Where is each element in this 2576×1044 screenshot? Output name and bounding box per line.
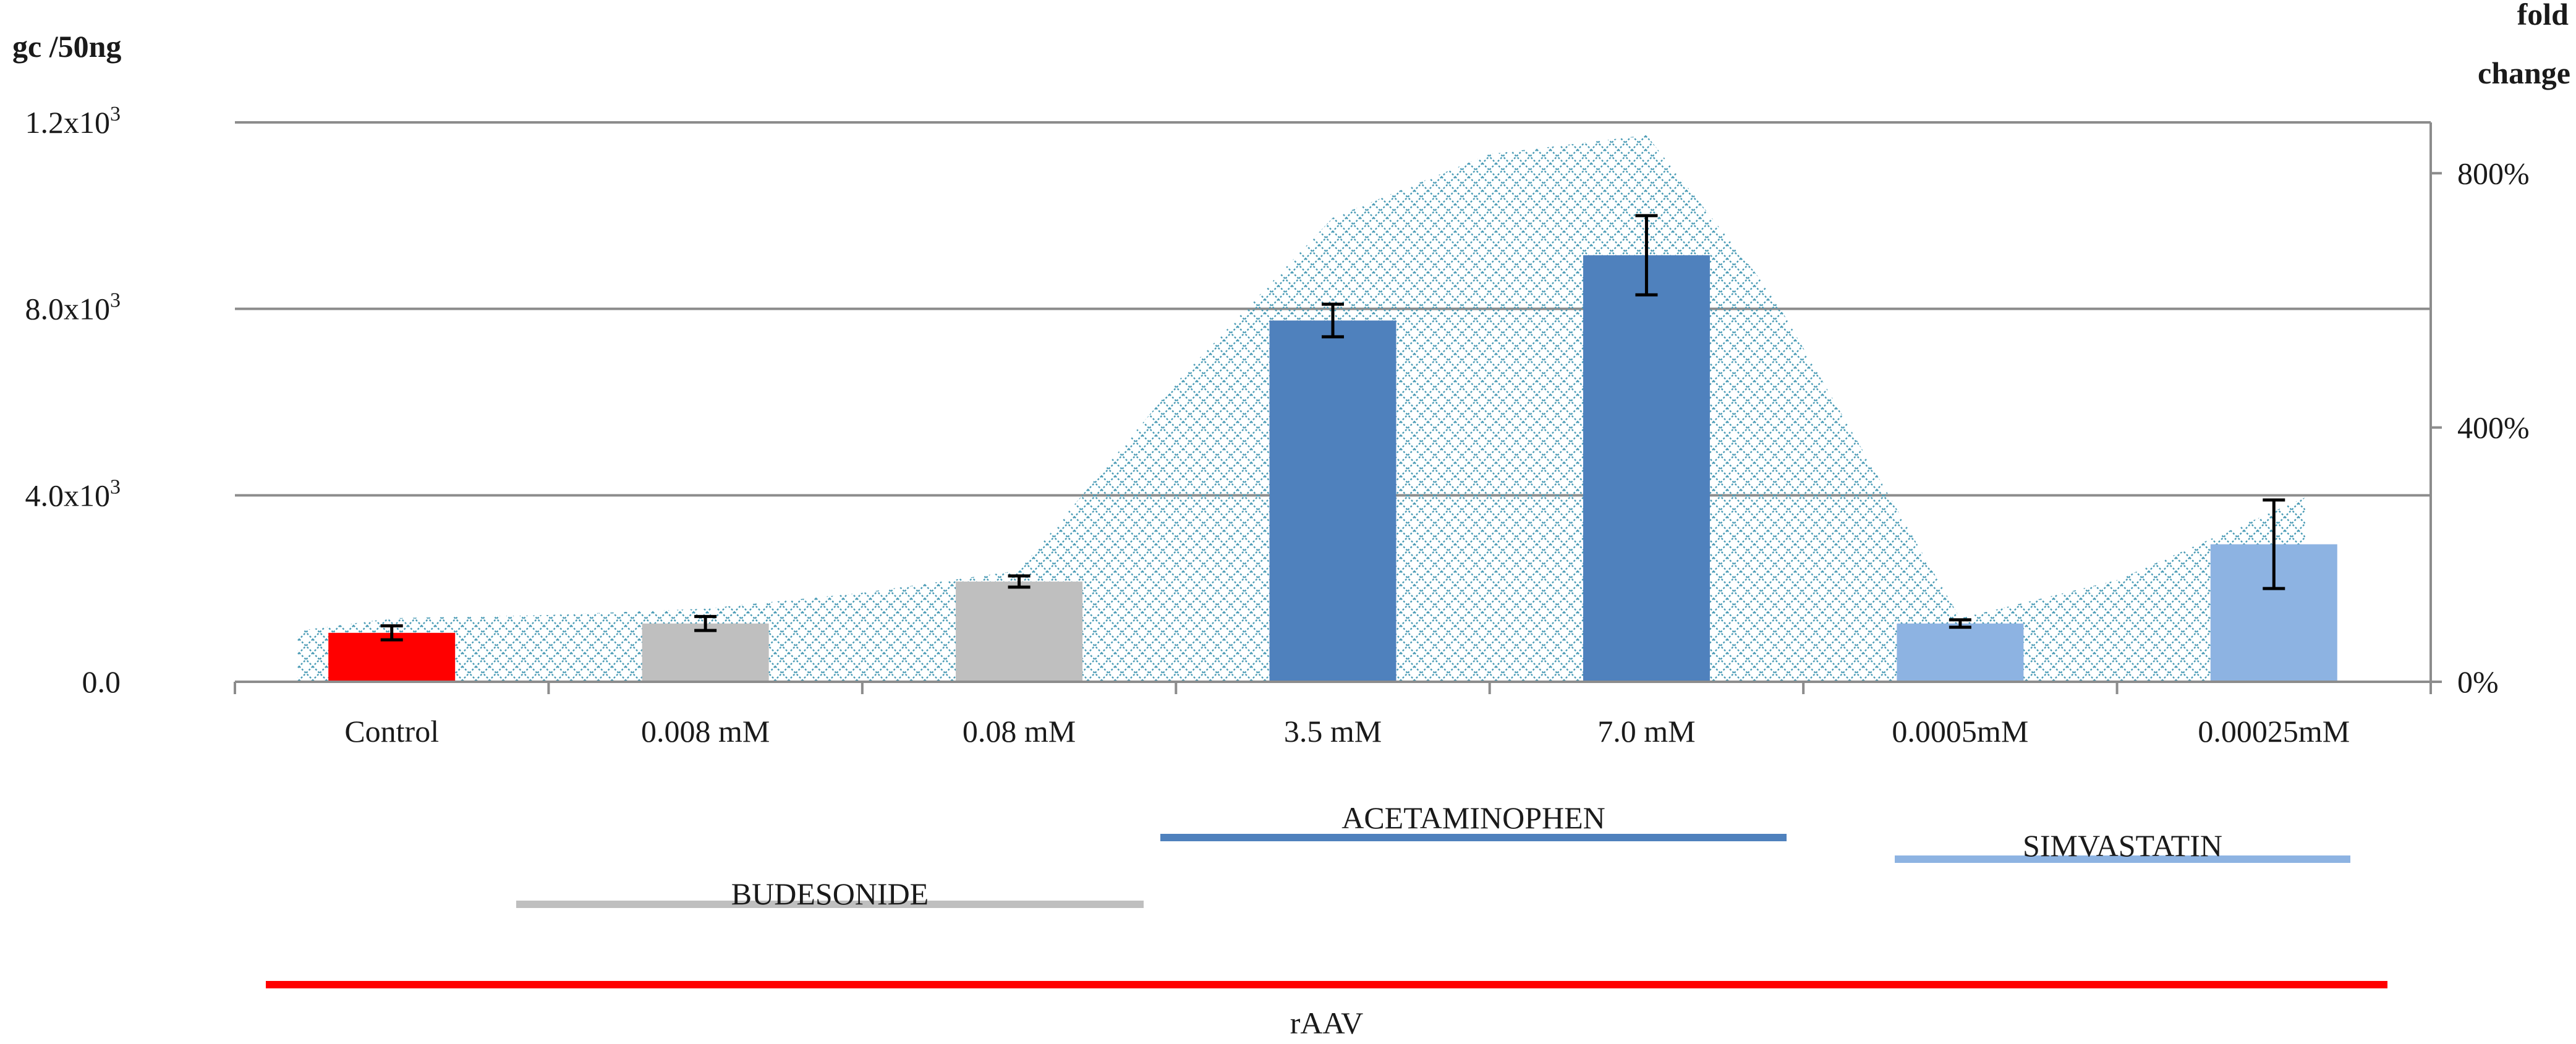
group-brackets: BUDESONIDE ACETAMINOPHEN SIMVASTATIN rAAV bbox=[266, 800, 2387, 1040]
category-label: 0.008 mM bbox=[641, 714, 770, 749]
left-tick-label: 1.2x103 bbox=[25, 103, 121, 140]
axes bbox=[234, 122, 2442, 694]
group-label: rAAV bbox=[1290, 1006, 1364, 1040]
left-axis-ticks: 0.0 4.0x103 8.0x103 1.2x103 bbox=[25, 103, 121, 699]
category-label: 0.0005mM bbox=[1892, 714, 2028, 749]
group-label: SIMVASTATIN bbox=[2023, 828, 2222, 863]
right-axis-title-line1: fold bbox=[2517, 0, 2569, 32]
bar bbox=[1897, 623, 2024, 682]
category-label: 0.08 mM bbox=[963, 714, 1076, 749]
error-bar bbox=[1008, 574, 1031, 589]
group-bracket: SIMVASTATIN bbox=[1895, 828, 2350, 863]
right-tick-label: 800% bbox=[2457, 156, 2530, 190]
error-bars bbox=[380, 214, 2285, 642]
group-bracket: ACETAMINOPHEN bbox=[1160, 800, 1787, 841]
category-label: 3.5 mM bbox=[1284, 714, 1382, 749]
group-bracket: BUDESONIDE bbox=[516, 876, 1144, 911]
right-tick-label: 0% bbox=[2457, 664, 2499, 699]
category-label: 0.00025mM bbox=[2198, 714, 2350, 749]
error-bar bbox=[1635, 214, 1658, 297]
left-tick-label: 0.0 bbox=[82, 664, 121, 699]
category-label: 7.0 mM bbox=[1597, 714, 1695, 749]
bar bbox=[642, 623, 769, 682]
left-axis-title: gc /50ng bbox=[12, 29, 121, 64]
bar bbox=[956, 581, 1083, 682]
right-tick-label: 400% bbox=[2457, 410, 2530, 445]
error-bar bbox=[380, 624, 403, 642]
group-bracket: rAAV bbox=[266, 981, 2387, 1040]
category-label: Control bbox=[344, 714, 439, 749]
left-tick-label: 4.0x103 bbox=[25, 475, 121, 512]
error-bar bbox=[2263, 498, 2285, 590]
category-labels: Control 0.008 mM 0.08 mM 3.5 mM 7.0 mM 0.0005… bbox=[344, 714, 2350, 749]
error-bar bbox=[694, 614, 717, 632]
right-axis-ticks: 0% 400% 800% bbox=[2457, 156, 2530, 699]
error-bar bbox=[1949, 618, 1971, 629]
bar bbox=[1269, 320, 1396, 682]
right-axis-title-line2: change bbox=[2478, 56, 2570, 90]
left-tick-label: 8.0x103 bbox=[25, 289, 121, 326]
group-label: ACETAMINOPHEN bbox=[1341, 800, 1605, 835]
group-label: BUDESONIDE bbox=[731, 876, 929, 911]
bar bbox=[1583, 255, 1710, 682]
error-bar bbox=[1322, 302, 1344, 339]
